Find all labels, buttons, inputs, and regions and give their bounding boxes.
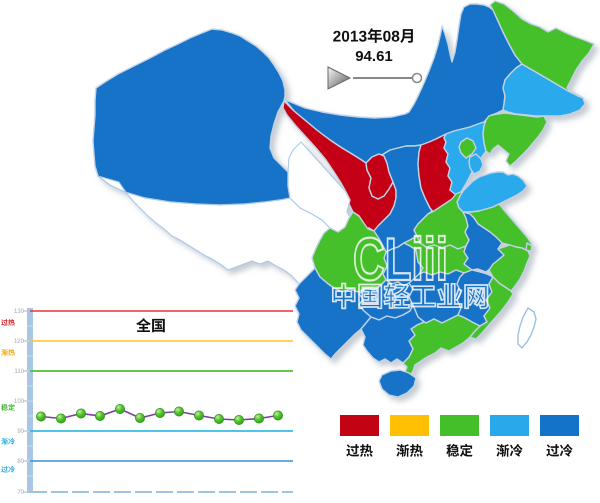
svg-text:130: 130 [14, 309, 25, 315]
svg-text:94.61: 94.61 [355, 48, 393, 65]
svg-text:90: 90 [17, 429, 24, 435]
svg-text:CLiii: CLiii [353, 226, 448, 293]
svg-text:110: 110 [14, 369, 24, 375]
svg-text:120: 120 [14, 339, 25, 345]
svg-text:80: 80 [17, 459, 24, 465]
svg-text:100: 100 [14, 399, 25, 405]
svg-text:70: 70 [17, 490, 24, 496]
